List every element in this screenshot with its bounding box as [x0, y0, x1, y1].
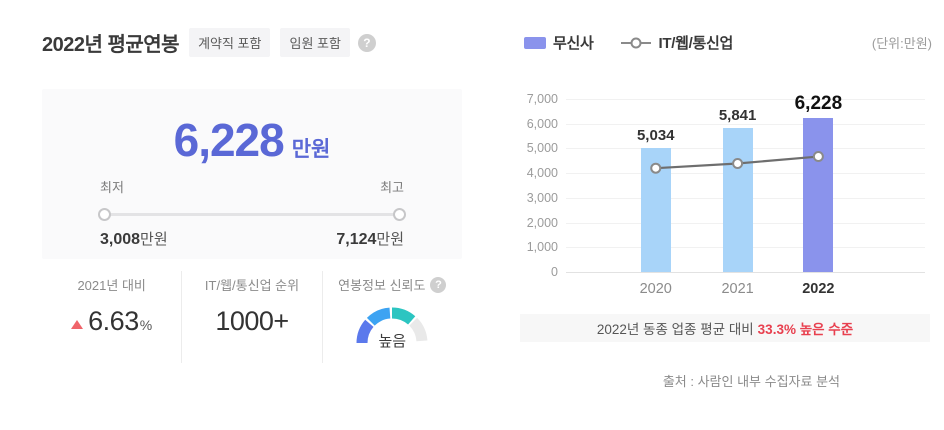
y-tick-label: 0: [551, 265, 558, 279]
y-tick-label: 5,000: [526, 141, 558, 156]
gridline: [566, 272, 925, 273]
max-salary: 7,124만원: [336, 228, 404, 249]
range-values: 3,008만원 7,124만원: [100, 228, 404, 249]
industry-average-line: [650, 151, 824, 174]
legend-bar-swatch: [524, 36, 546, 49]
y-tick-label: 7,000: [526, 92, 558, 106]
y-tick-label: 1,000: [526, 240, 558, 255]
stat-trust-label: 연봉정보 신뢰도 ?: [323, 275, 462, 294]
slider-min-handle[interactable]: [98, 208, 111, 221]
trust-label-text: 연봉정보 신뢰도: [338, 278, 426, 293]
rank-number: 1000+: [215, 306, 289, 336]
comparison-banner: 2022년 동종 업종 평균 대비 33.3% 높은 수준: [520, 314, 930, 342]
legend-bar-label: 무신사: [553, 35, 594, 52]
average-salary-card: 6,228 만원 최저 최고 3,008만원 7,124만원: [42, 89, 462, 259]
stat-rank-label: IT/웹/통신업 순위: [204, 278, 300, 293]
stat-yoy-value: 6.63 %: [42, 306, 181, 337]
gridline: [566, 99, 925, 100]
average-salary: 6,228 만원: [100, 113, 404, 167]
tag-contract-included: 계약직 포함: [189, 28, 271, 57]
y-tick-label: 3,000: [526, 190, 558, 205]
y-tick-label: 4,000: [526, 166, 558, 181]
help-icon[interactable]: ?: [357, 33, 376, 52]
source-note: 출처 : 사람인 내부 수집자료 분석: [662, 374, 840, 389]
x-tick-label-2022: 2022: [802, 281, 835, 297]
legend-line-label: IT/웹/통신업: [658, 35, 734, 52]
line-marker-2020[interactable]: [650, 162, 662, 174]
stats-row: 2021년 대비 6.63 % IT/웹/통신업 순위 1000+ 연봉정보 신…: [42, 271, 462, 363]
min-label: 최저: [100, 180, 124, 195]
line-marker-2021[interactable]: [732, 158, 744, 170]
average-salary-unit: 만원: [291, 138, 331, 161]
max-salary-unit: 만원: [376, 231, 404, 248]
y-axis-ticks: 0 1,000 2,000 3,000 4,000 5,000 6,000 7,000: [520, 92, 558, 279]
bar-value-label: 5,034: [636, 126, 675, 144]
bar-2021[interactable]: [722, 127, 753, 272]
tag-executive-included: 임원 포함: [280, 28, 350, 57]
yoy-number: 6.63: [88, 306, 139, 336]
average-salary-value: 6,228: [173, 114, 285, 166]
stat-yoy-change: 2021년 대비 6.63 %: [42, 271, 181, 363]
stat-yoy-label: 2021년 대비: [77, 278, 146, 293]
bar-value-label: 6,228: [794, 93, 843, 115]
max-label: 최고: [380, 180, 404, 195]
stat-industry-rank: IT/웹/통신업 순위 1000+: [181, 271, 321, 363]
banner-prefix: 2022년 동종 업종 평균 대비: [596, 322, 754, 337]
slider-track: [100, 213, 404, 216]
unit-note: (단위:만원): [871, 36, 932, 51]
x-tick-label-2020: 2020: [639, 281, 672, 297]
trust-gauge-value: 높음: [378, 333, 407, 350]
legend-line-marker-icon: [620, 37, 652, 49]
x-axis-labels: 2020 2021 2022: [566, 281, 925, 299]
x-tick-label-2021: 2021: [721, 281, 754, 297]
stat-rank-value: 1000+: [182, 306, 321, 337]
trust-gauge: 높음: [352, 303, 432, 350]
line-marker-2022[interactable]: [812, 151, 824, 163]
trust-help-icon[interactable]: ?: [430, 276, 447, 293]
yoy-percent-sign: %: [139, 317, 153, 333]
banner-highlight: 33.3% 높은 수준: [757, 322, 854, 337]
page-title: 2022년 평균연봉: [42, 34, 180, 56]
y-tick-label: 6,000: [526, 116, 558, 131]
plot-area: 5,034 5,841 6,228: [566, 93, 925, 273]
summary-header: 2022년 평균연봉 계약직 포함 임원 포함 ?: [42, 28, 462, 57]
bar-2022[interactable]: [803, 118, 834, 272]
salary-summary-panel: 2022년 평균연봉 계약직 포함 임원 포함 ? 6,228 만원 최저 최고…: [42, 28, 462, 363]
y-tick-label: 2,000: [526, 215, 558, 230]
chart-legend: 무신사 IT/웹/통신업 (단위:만원): [524, 32, 932, 53]
range-labels: 최저 최고: [100, 177, 404, 196]
gauge-arc-icon: [356, 307, 428, 344]
min-salary-unit: 만원: [140, 231, 168, 248]
min-salary-value: 3,008: [100, 231, 141, 248]
max-salary-value: 7,124: [336, 231, 377, 248]
bar-value-label: 5,841: [718, 106, 757, 124]
min-salary: 3,008만원: [100, 228, 168, 249]
gridline: [566, 123, 925, 125]
stat-trust-level: 연봉정보 신뢰도 ? 높음: [321, 271, 462, 363]
slider-max-handle[interactable]: [393, 208, 406, 221]
salary-range-slider[interactable]: [98, 208, 406, 221]
rise-arrow-icon: [71, 320, 84, 329]
salary-chart-panel: 무신사 IT/웹/통신업 (단위:만원) 0 1,000 2,000 3,000 4,0…: [520, 30, 932, 410]
